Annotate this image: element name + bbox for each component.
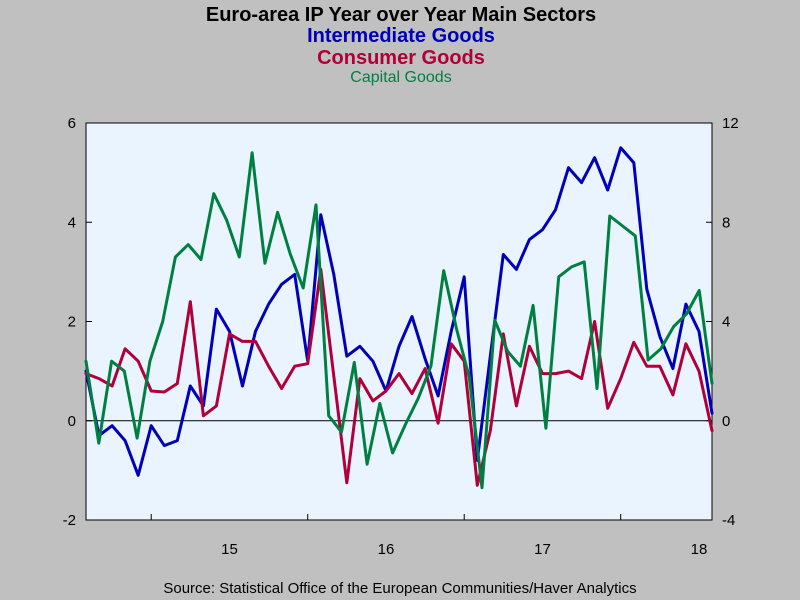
x-axis-tick-label: 15 — [221, 541, 238, 558]
right-axis-tick-label: 12 — [722, 115, 739, 132]
chart-titles: Euro-area IP Year over Year Main Sectors… — [206, 4, 596, 86]
right-axis-tick-label: 0 — [722, 413, 730, 430]
plot-area — [85, 122, 713, 521]
right-axis-tick-label: 8 — [722, 214, 730, 231]
series-lines — [84, 146, 714, 490]
series-line-consumer-goods — [84, 267, 714, 487]
left-axis-tick-label: -2 — [63, 512, 76, 529]
x-axis-tick-label: 17 — [534, 541, 551, 558]
subtitle-intermediate-goods: Intermediate Goods — [307, 25, 495, 47]
series-line-intermediate-goods — [84, 146, 714, 477]
left-axis-tick-label: 2 — [68, 314, 76, 331]
left-axis-tick-label: 6 — [68, 115, 76, 132]
x-axis-tick-label: 18 — [691, 541, 708, 558]
chart-title: Euro-area IP Year over Year Main Sectors — [206, 4, 596, 26]
left-axis-tick-label: 0 — [68, 413, 76, 430]
series-line-capital-goods — [84, 151, 714, 490]
left-axis-tick-label: 4 — [68, 214, 76, 231]
source-note: Source: Statistical Office of the Europe… — [163, 580, 636, 597]
right-axis-tick-label: 4 — [722, 314, 730, 331]
x-axis-tick-label: 16 — [378, 541, 395, 558]
right-axis-tick-label: -4 — [722, 512, 735, 529]
subtitle-consumer-goods: Consumer Goods — [317, 47, 485, 69]
subtitle-capital-goods: Capital Goods — [350, 69, 451, 86]
